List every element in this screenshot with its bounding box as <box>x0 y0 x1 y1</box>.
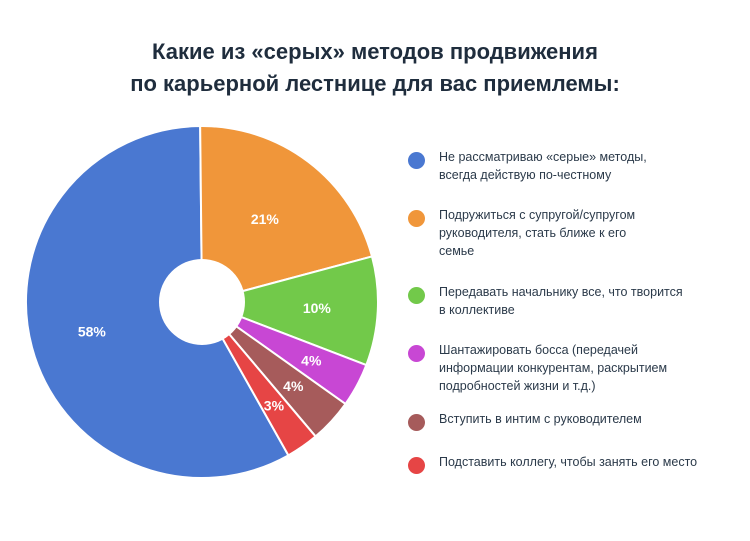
pie-center-hole <box>159 259 245 345</box>
pie-slice-label: 10% <box>303 300 332 316</box>
legend-swatch <box>408 210 425 227</box>
legend-label: Подружиться с супругой/супругом руководит… <box>439 206 739 260</box>
legend-label: Передавать начальнику все, что творится в… <box>439 283 739 319</box>
legend-swatch <box>408 414 425 431</box>
legend-swatch <box>408 457 425 474</box>
legend-label-line: информации конкурентам, раскрытием <box>439 361 668 375</box>
legend-label-line: Вступить в интим с руководителем <box>439 412 642 426</box>
pie-slice <box>199 125 374 304</box>
legend-label-line: семье <box>439 244 475 258</box>
legend-item: Не рассматриваю «серые» методы, всегда де… <box>408 148 739 184</box>
pie-slice-label: 58% <box>78 324 107 340</box>
legend-label: Не рассматриваю «серые» методы, всегда де… <box>439 148 739 184</box>
legend-label-line: Шантажировать босса (передачей <box>439 343 638 357</box>
pie-slice-label: 3% <box>264 397 285 413</box>
legend-swatch <box>408 152 425 169</box>
legend-label-line: Передавать начальнику все, что творится <box>439 285 683 299</box>
pie-slice-label: 4% <box>301 353 322 369</box>
legend-label-line: всегда действую по-честному <box>439 168 612 182</box>
legend-label-line: в коллективе <box>439 303 515 317</box>
legend-label-line: Подружиться с супругой/супругом <box>439 208 636 222</box>
legend-swatch <box>408 287 425 304</box>
chart-title-line-2: по карьерной лестнице для вас приемлемы: <box>130 71 620 96</box>
chart-title-line-1: Какие из «серых» методов продвижения <box>152 39 598 64</box>
pie-slice <box>25 124 290 479</box>
legend-label: Шантажировать босса (передачей информации… <box>439 341 739 395</box>
legend-swatch <box>408 345 425 362</box>
pie-slice <box>201 301 318 457</box>
legend-item: Подружиться с супругой/супругом руководит… <box>408 206 739 260</box>
chart-title: Какие из «серых» методов продвижения по … <box>0 36 750 100</box>
legend-item: Подставить коллегу, чтобы занять его мес… <box>408 453 739 474</box>
pie-slice <box>198 255 379 367</box>
legend-label: Вступить в интим с руководителем <box>439 410 739 428</box>
legend-item: Вступить в интим с руководителем <box>408 410 739 431</box>
legend-label: Подставить коллегу, чтобы занять его мес… <box>439 453 739 471</box>
pie-slice-label: 21% <box>251 211 280 227</box>
pie-slice-label: 4% <box>283 378 304 394</box>
legend-label-line: руководителя, стать ближе к его <box>439 226 627 240</box>
legend-label-line: Подставить коллегу, чтобы занять его мес… <box>439 455 698 469</box>
legend-item: Шантажировать босса (передачей информации… <box>408 341 739 395</box>
legend-label-line: подробностей жизни и т.д.) <box>439 379 596 393</box>
legend-item: Передавать начальнику все, что творится в… <box>408 283 739 319</box>
legend-label-line: Не рассматриваю «серые» методы, <box>439 150 647 164</box>
